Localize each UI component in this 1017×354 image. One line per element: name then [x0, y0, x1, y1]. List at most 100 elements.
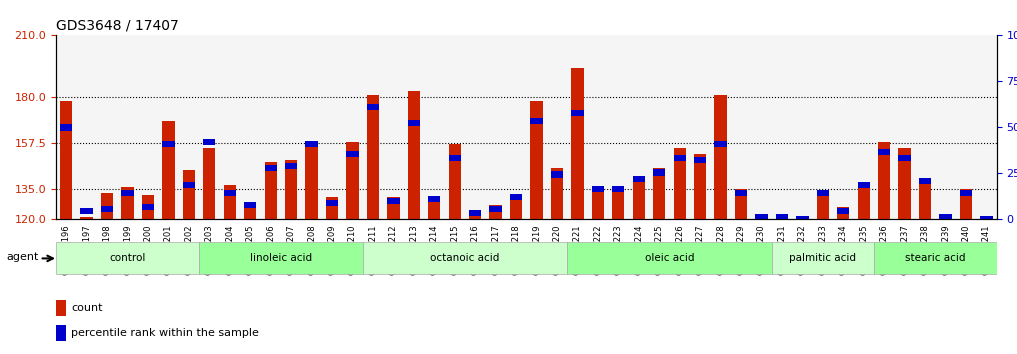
- Bar: [408, 120, 420, 126]
- Bar: [203, 148, 216, 219]
- Bar: [694, 157, 706, 163]
- Bar: [183, 182, 195, 188]
- Text: count: count: [71, 303, 103, 313]
- Bar: [837, 208, 849, 215]
- Bar: [101, 193, 113, 219]
- Text: GDS3648 / 17407: GDS3648 / 17407: [56, 19, 179, 33]
- Bar: [489, 205, 501, 219]
- Bar: [980, 216, 993, 223]
- Bar: [898, 148, 911, 219]
- Bar: [551, 171, 563, 178]
- Text: agent: agent: [6, 252, 39, 262]
- Bar: [101, 206, 113, 212]
- Bar: [121, 190, 133, 196]
- FancyBboxPatch shape: [56, 242, 199, 274]
- Text: stearic acid: stearic acid: [905, 253, 965, 263]
- Bar: [572, 68, 584, 219]
- Bar: [612, 186, 624, 192]
- Bar: [919, 178, 932, 219]
- Bar: [633, 177, 645, 219]
- Bar: [264, 162, 277, 219]
- Bar: [510, 194, 522, 200]
- Bar: [980, 217, 993, 219]
- Bar: [325, 200, 339, 206]
- Bar: [653, 169, 665, 219]
- Bar: [776, 215, 788, 221]
- Bar: [163, 141, 175, 147]
- Bar: [898, 155, 911, 161]
- Bar: [817, 190, 829, 196]
- Bar: [428, 196, 440, 202]
- FancyBboxPatch shape: [567, 242, 772, 274]
- Bar: [56, 300, 66, 316]
- Bar: [163, 121, 175, 219]
- Bar: [919, 178, 932, 184]
- Text: palmitic acid: palmitic acid: [789, 253, 856, 263]
- Bar: [940, 215, 952, 219]
- Bar: [469, 213, 481, 219]
- Bar: [673, 148, 685, 219]
- Bar: [715, 95, 727, 219]
- Bar: [80, 217, 93, 219]
- Bar: [141, 195, 155, 219]
- FancyBboxPatch shape: [874, 242, 997, 274]
- Bar: [653, 169, 665, 176]
- Bar: [510, 195, 522, 219]
- Bar: [878, 149, 890, 155]
- Bar: [572, 110, 584, 116]
- Bar: [387, 198, 400, 204]
- Bar: [448, 155, 461, 161]
- Bar: [837, 207, 849, 219]
- Bar: [80, 208, 93, 215]
- Bar: [305, 141, 317, 147]
- Bar: [960, 190, 972, 196]
- Bar: [857, 182, 870, 188]
- Bar: [244, 203, 256, 219]
- Bar: [940, 215, 952, 221]
- Bar: [305, 144, 317, 219]
- Text: linoleic acid: linoleic acid: [250, 253, 312, 263]
- Bar: [489, 206, 501, 212]
- Bar: [60, 101, 72, 219]
- Bar: [756, 215, 768, 219]
- Bar: [756, 215, 768, 221]
- Bar: [531, 118, 543, 124]
- Bar: [592, 186, 604, 192]
- Bar: [325, 197, 339, 219]
- Bar: [612, 187, 624, 219]
- Bar: [776, 217, 788, 219]
- Bar: [694, 154, 706, 219]
- FancyBboxPatch shape: [199, 242, 363, 274]
- Text: percentile rank within the sample: percentile rank within the sample: [71, 328, 259, 338]
- Bar: [448, 144, 461, 219]
- Bar: [673, 155, 685, 161]
- Text: control: control: [109, 253, 145, 263]
- Bar: [224, 190, 236, 196]
- Bar: [141, 204, 155, 210]
- Bar: [56, 325, 66, 341]
- Bar: [960, 189, 972, 219]
- Bar: [735, 189, 747, 219]
- Bar: [857, 183, 870, 219]
- Bar: [367, 104, 379, 110]
- Bar: [408, 91, 420, 219]
- Bar: [60, 124, 72, 131]
- Bar: [551, 169, 563, 219]
- Bar: [224, 185, 236, 219]
- Bar: [367, 95, 379, 219]
- Bar: [285, 160, 297, 219]
- Text: oleic acid: oleic acid: [645, 253, 695, 263]
- Bar: [592, 187, 604, 219]
- Bar: [878, 142, 890, 219]
- Bar: [715, 141, 727, 147]
- Bar: [735, 190, 747, 196]
- FancyBboxPatch shape: [772, 242, 874, 274]
- Bar: [633, 176, 645, 182]
- FancyBboxPatch shape: [363, 242, 567, 274]
- Bar: [183, 170, 195, 219]
- Bar: [387, 197, 400, 219]
- Text: octanoic acid: octanoic acid: [430, 253, 499, 263]
- Bar: [428, 197, 440, 219]
- Bar: [469, 210, 481, 216]
- Bar: [121, 187, 133, 219]
